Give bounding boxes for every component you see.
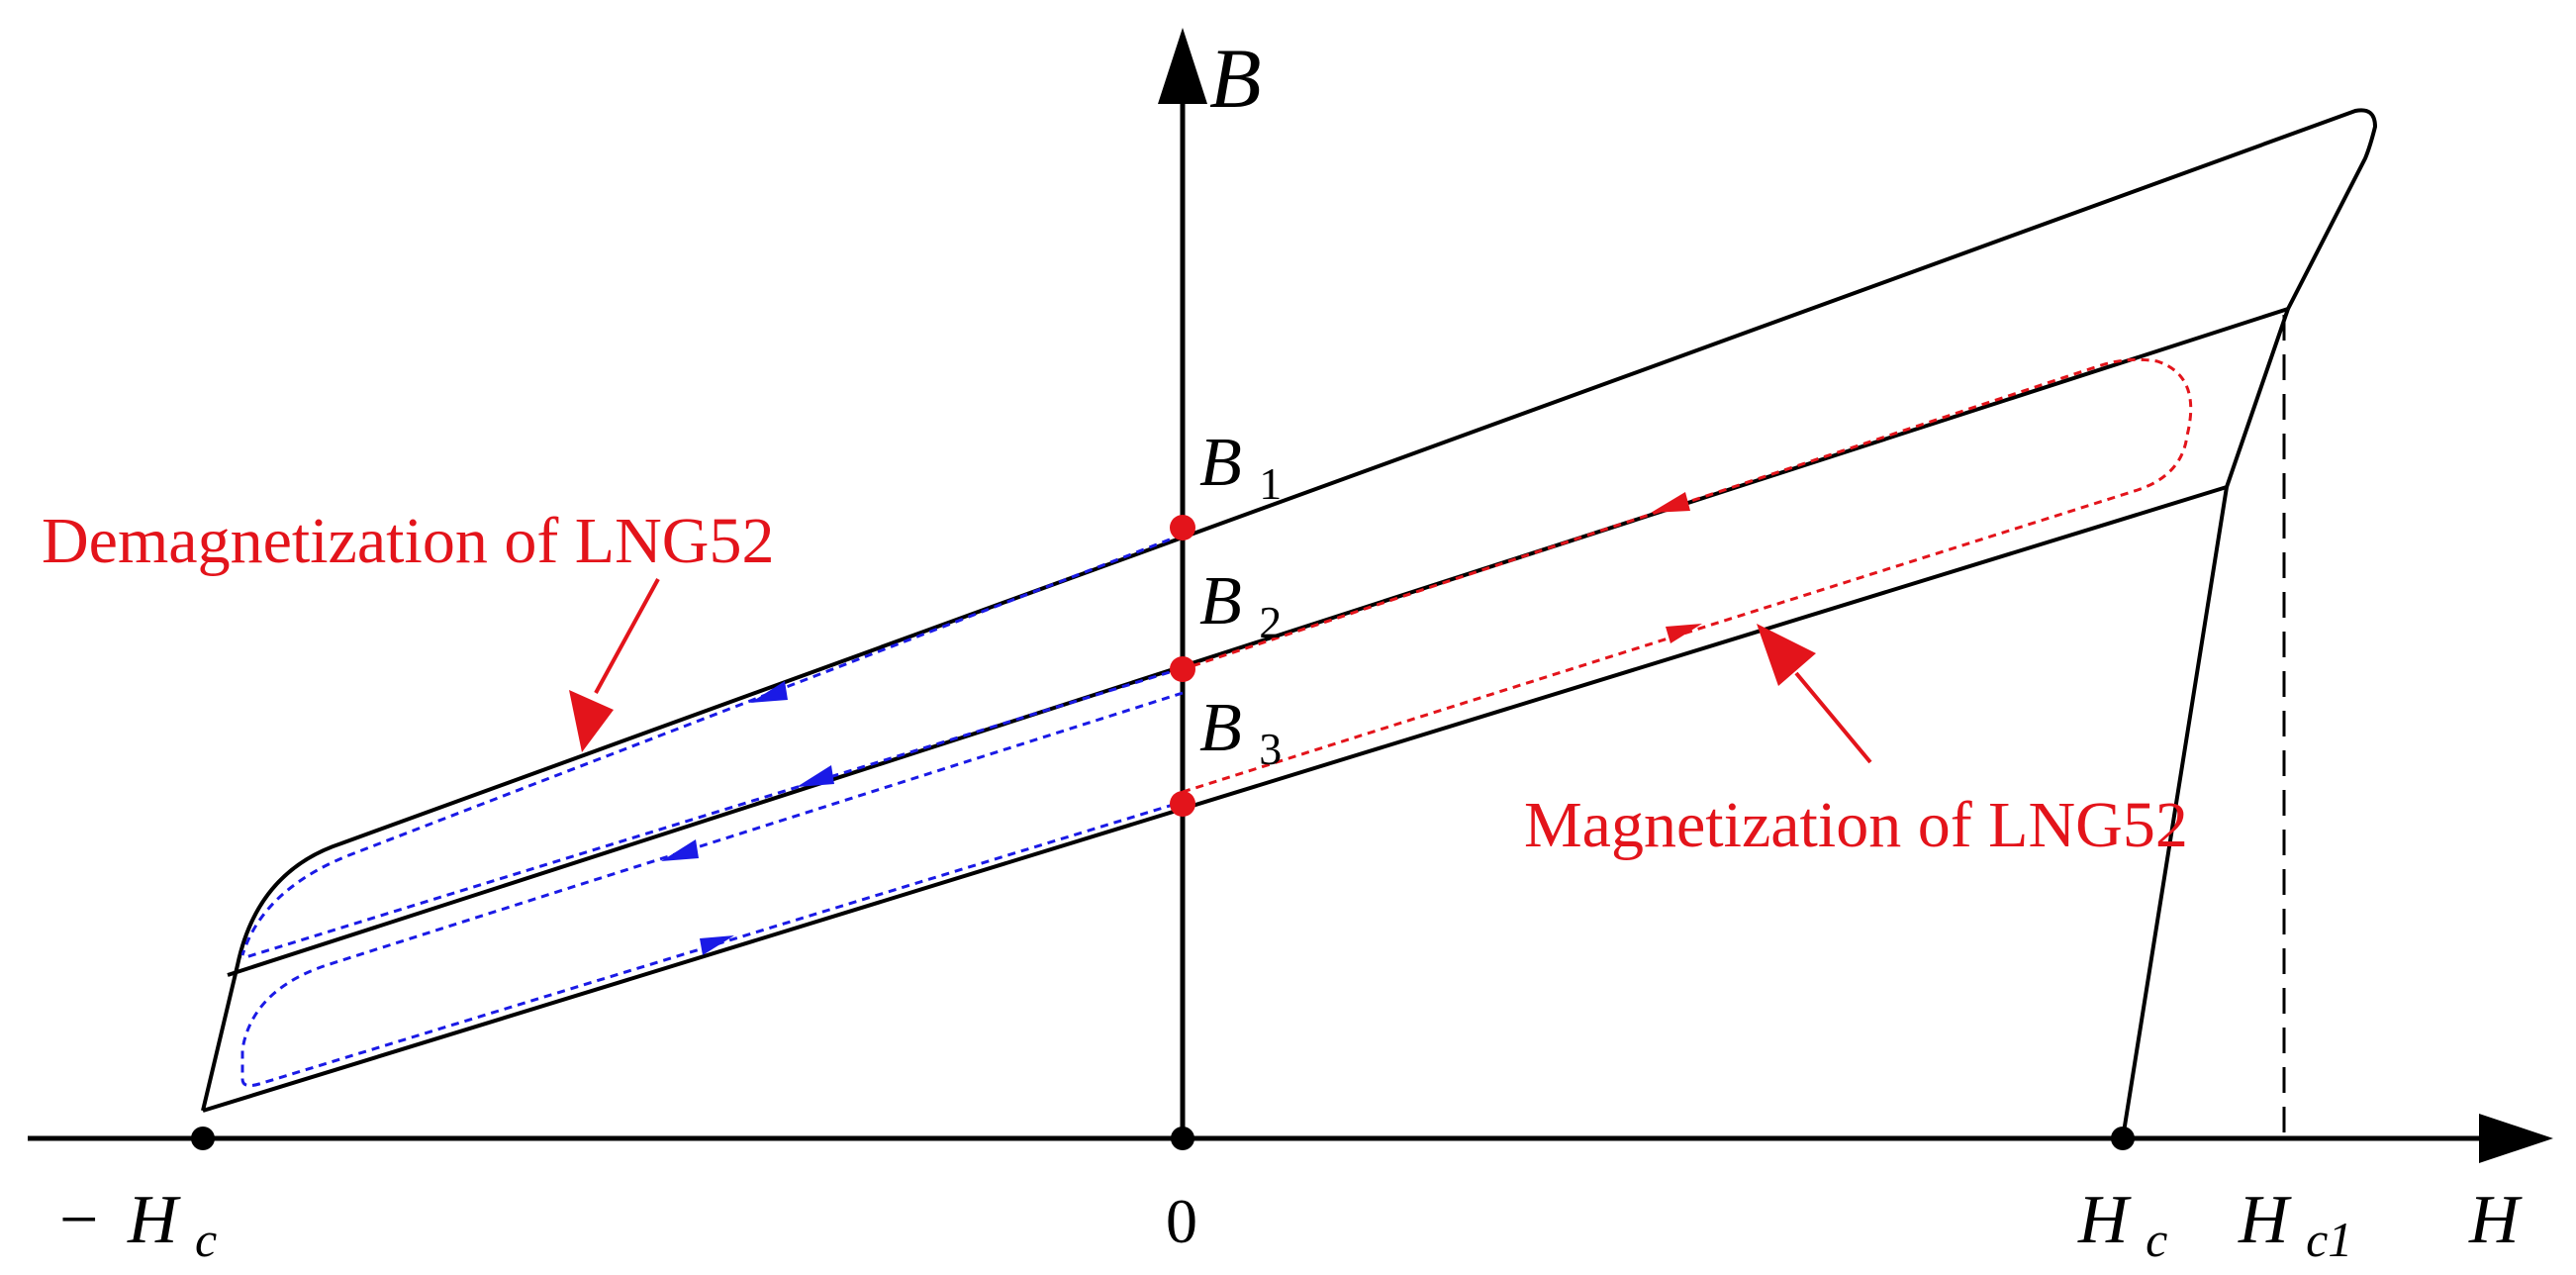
neg-hc-sub: c [195,1212,217,1267]
demag-path-from-b2 [241,666,1184,960]
h-markers [191,1127,2135,1150]
neg-hc-sign: − [59,1182,98,1258]
h-axis-label: H [2468,1182,2523,1258]
annotation-arrows [569,578,1872,764]
b2-label: B 2 [1199,563,1282,647]
recoil-line-to-hc [2121,308,2290,1139]
axes [28,28,2553,1163]
b1-label: B 1 [1199,425,1282,509]
b2-sub: 2 [1259,597,1282,647]
hc-sub: c [2146,1212,2167,1267]
b3-sub: 3 [1259,724,1282,774]
b1-sub: 1 [1259,458,1282,509]
hc-marker [2111,1127,2135,1150]
mag-path-loop [1182,357,2193,794]
hc-label: H c [2077,1182,2167,1267]
demag-arrow-4 [700,935,734,955]
demag-annotation-arrowhead [569,690,614,752]
b-axis-label: B [1209,31,1262,126]
b3-label: B 3 [1199,690,1282,774]
demag-annotation-arrow-shaft [594,578,660,694]
mag-arrow-1 [1666,624,1702,643]
neg-hc-main: H [127,1182,181,1258]
hysteresis-curves [201,108,2377,1139]
mag-annotation-arrow-shaft [1794,671,1872,764]
demag-return-path [240,800,1184,1088]
b3-marker [1170,791,1195,817]
demag-arrow-2 [797,765,834,787]
minor-loop-line-b3 [202,485,2228,1113]
magnetization-annotation: Magnetization of LNG52 [1524,789,2188,861]
b1-marker [1170,515,1195,540]
b-axis-arrowhead [1158,28,1207,104]
hc1-sub: c1 [2306,1212,2352,1267]
neg-hc-label: − H c [59,1182,217,1267]
mag-arrow-2 [1651,492,1690,513]
mag-annotation-arrowhead [1757,624,1816,686]
hc1-main: H [2238,1182,2292,1258]
magnetization-path [1182,357,2193,794]
hc1-label: H c1 [2238,1182,2352,1267]
origin-marker [1171,1127,1194,1150]
minor-loop-line-b2 [227,307,2289,977]
magnetization-arrowheads [1651,492,1702,643]
demagnetization-arrowheads [661,681,834,955]
demag-arrow-1 [750,681,788,703]
demagnetization-paths [240,533,1184,1088]
demag-arrow-3 [661,839,699,861]
hc-main: H [2077,1182,2132,1258]
h-axis-arrowhead [2479,1114,2553,1163]
neg-hc-marker [191,1127,215,1150]
demagnetization-annotation: Demagnetization of LNG52 [42,505,774,577]
b2-main: B [1199,563,1242,639]
b1-main: B [1199,425,1242,501]
b-markers [1170,515,1195,817]
major-loop-upper-branch [201,108,2377,1112]
b2-marker [1170,656,1195,682]
demag-path-from-b1 [240,533,1184,956]
b3-main: B [1199,690,1242,766]
labels: B H 0 − H c H c H c1 B 1 B 2 B 3 Demagne… [42,31,2523,1267]
demag-path-from-b3 [240,691,1184,1079]
origin-label: 0 [1166,1186,1197,1256]
